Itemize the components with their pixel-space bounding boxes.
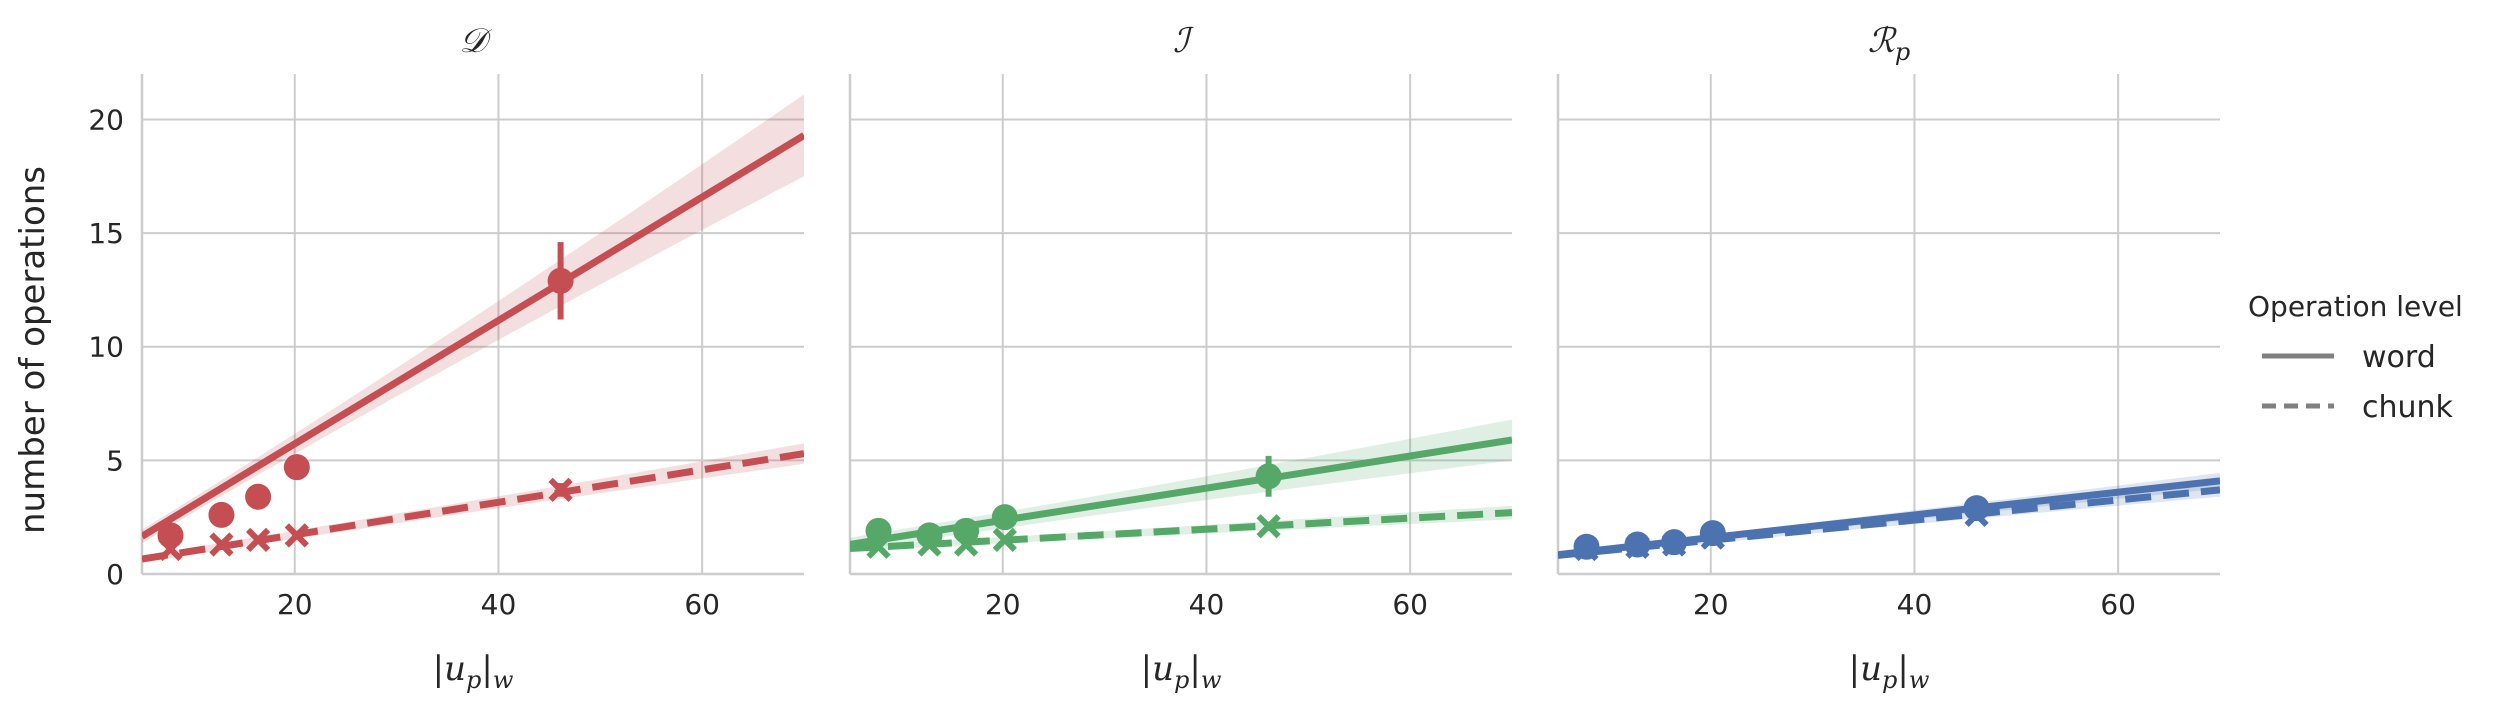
regression-line-chunk [850, 509, 1512, 553]
data-point-word [157, 522, 184, 549]
data-point-chunk [284, 523, 309, 548]
data-point-chunk [1625, 534, 1650, 559]
data-point-chunk [1256, 514, 1281, 539]
x-tick-label: 20 [1693, 588, 1729, 621]
x-tick-label: 20 [277, 588, 313, 621]
x-tick-label: 40 [1897, 588, 1933, 621]
data-point-chunk [1574, 536, 1599, 562]
legend-label-word: word [2362, 340, 2436, 375]
data-point-chunk [866, 534, 891, 559]
data-point-chunk [1661, 532, 1687, 557]
legend-title: Operation level [2248, 290, 2463, 323]
data-point-word [547, 267, 574, 294]
panel-1: 20 40 60 0 5 10 15 20 𝒟 |up|w [88, 21, 804, 694]
panel-title: ℐ [1173, 21, 1194, 61]
plot-area [142, 94, 804, 563]
data-point-chunk [1964, 502, 1989, 528]
panel-3: 20 40 60 ℛp |up|w [1556, 21, 2220, 694]
plot-area [850, 419, 1512, 559]
data-point-chunk [209, 532, 234, 557]
x-tick-label: 60 [684, 588, 720, 621]
y-tick-label: 10 [88, 331, 124, 364]
x-axis-label: |up|w [1849, 649, 1930, 694]
data-point-chunk [1700, 525, 1725, 550]
data-point-word [1255, 463, 1282, 490]
data-point-chunk [245, 527, 271, 553]
panel-2: 20 40 60 ℐ |up|w [848, 21, 1512, 694]
panel-title: 𝒟 [459, 21, 492, 61]
data-point-word [283, 454, 310, 481]
y-tick-label: 0 [106, 558, 124, 591]
data-point-chunk [992, 527, 1017, 553]
y-tick-label: 20 [88, 103, 124, 136]
x-axis-label: |up|w [1141, 649, 1222, 694]
confidence-band-word [142, 94, 804, 544]
regression-line-chunk [1558, 486, 2220, 559]
x-axis-label: |up|w [433, 649, 514, 694]
x-tick-label: 40 [1189, 588, 1225, 621]
x-tick-label: 60 [1392, 588, 1428, 621]
x-tick-label: 20 [985, 588, 1021, 621]
plot-area [1558, 472, 2220, 562]
legend-label-chunk: chunk [2362, 390, 2454, 425]
data-point-word [245, 483, 272, 510]
data-point-chunk [548, 477, 573, 503]
x-tick-label: 40 [481, 588, 517, 621]
data-point-chunk [953, 532, 979, 557]
x-tick-label: 60 [2100, 588, 2136, 621]
y-tick-label: 15 [88, 217, 124, 250]
data-point-chunk [917, 532, 942, 557]
data-point-word [208, 501, 235, 528]
data-point-chunk [158, 536, 183, 562]
y-tick-label: 5 [106, 444, 124, 477]
data-point-word [991, 504, 1018, 531]
panel-title: ℛp [1868, 21, 1911, 66]
regression-line-word [142, 132, 804, 540]
legend: Operation level word chunk [2248, 290, 2463, 425]
y-axis-label: number of operations [13, 166, 53, 534]
